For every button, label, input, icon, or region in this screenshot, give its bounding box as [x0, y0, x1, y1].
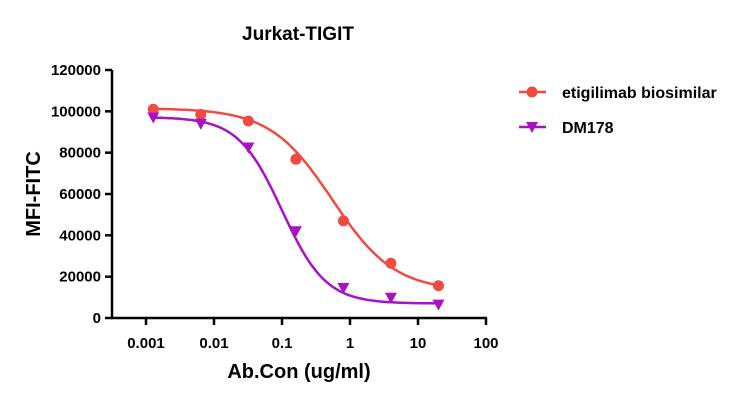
y-tick-label: 20000	[59, 269, 101, 286]
axes: 0 20000 40000 60000 80000 100000 120000 0.001 0.…	[51, 62, 499, 352]
data-point	[242, 142, 255, 154]
x-tick-label: 0.01	[199, 335, 228, 352]
fit-curve-dm178	[153, 116, 439, 305]
fit-curves	[153, 107, 439, 305]
data-point	[147, 103, 159, 115]
data-point	[432, 299, 445, 311]
x-tick-label: 100	[473, 335, 498, 352]
data-point	[337, 283, 350, 295]
data-point	[242, 115, 254, 127]
fit-curve-etigilimab	[153, 107, 439, 287]
x-tick-label: 1	[346, 335, 354, 352]
x-tick-label: 0.001	[127, 335, 165, 352]
x-axis-label: Ab.Con (ug/ml)	[227, 361, 370, 383]
y-tick-label: 100000	[51, 103, 101, 120]
chart-title: Jurkat-TIGIT	[242, 24, 354, 45]
x-tick-label: 10	[410, 335, 427, 352]
data-point	[289, 226, 302, 238]
y-axis-label: MFI-FITC	[23, 151, 45, 237]
data-point	[195, 108, 207, 120]
data-point	[385, 257, 397, 269]
y-tick-label: 60000	[59, 186, 101, 203]
y-tick-label: 40000	[59, 227, 101, 244]
data-point	[384, 292, 397, 304]
data-point	[337, 215, 349, 227]
legend-label: etigilimab biosimilar	[562, 85, 717, 102]
y-tick-label: 80000	[59, 145, 101, 162]
legend-marker-triangle	[526, 122, 538, 133]
data-point	[147, 112, 160, 124]
legend-label: DM178	[562, 120, 614, 137]
y-tick-label: 120000	[51, 62, 101, 79]
data-point	[432, 280, 444, 292]
data-point	[290, 153, 302, 165]
y-tick-label: 0	[93, 310, 101, 327]
legend-marker-circle	[526, 86, 538, 98]
data-points	[147, 103, 445, 311]
legend: etigilimab biosimilar DM178	[519, 85, 717, 137]
data-point	[194, 118, 207, 130]
x-tick-label: 0.1	[272, 335, 293, 352]
